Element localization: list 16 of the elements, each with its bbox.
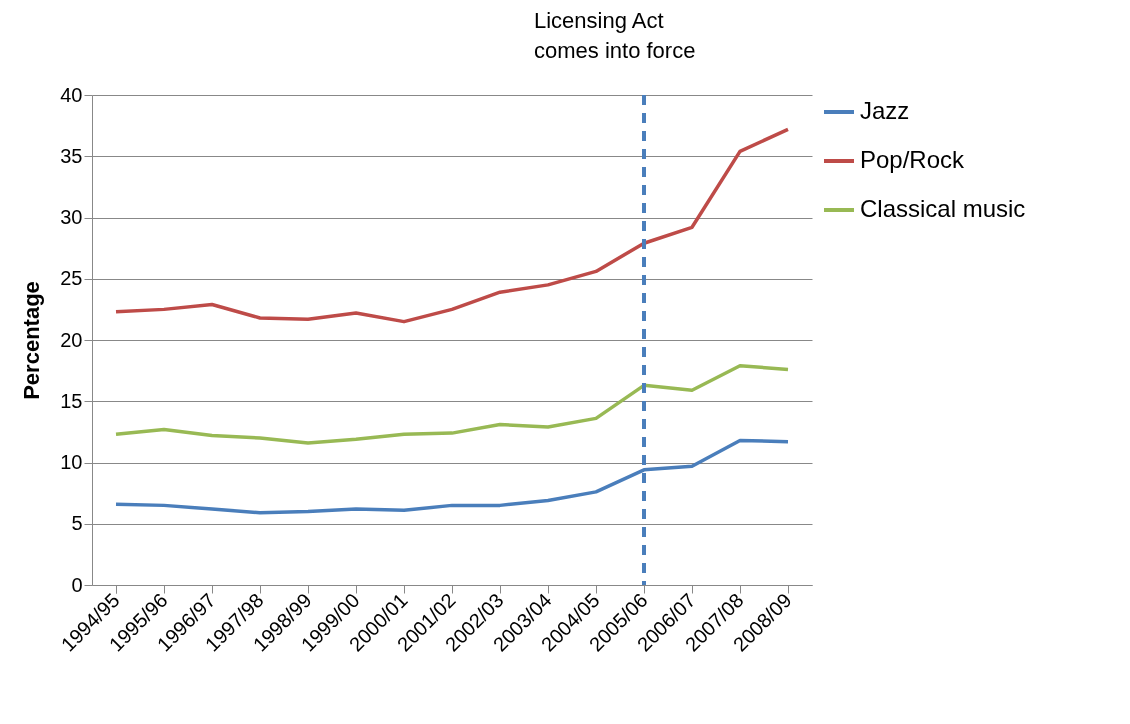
y-tick-label: 15 xyxy=(60,389,83,412)
y-tick-label: 40 xyxy=(60,83,83,106)
y-tick-label: 0 xyxy=(71,573,83,596)
line-series xyxy=(114,363,790,445)
ref-line-label: Licensing Act comes into force xyxy=(534,8,696,63)
y-tick-label: 30 xyxy=(60,206,83,228)
y-axis-title: Percentage xyxy=(19,281,45,400)
legend-label: Classical music xyxy=(860,195,1026,222)
legend-label: Jazz xyxy=(860,97,910,124)
legend-label: Pop/Rock xyxy=(860,146,966,173)
y-tick-label: 10 xyxy=(60,451,83,473)
y-tick-label: 25 xyxy=(60,267,83,290)
y-tick-label: 5 xyxy=(71,512,83,535)
y-tick-label: 35 xyxy=(60,144,83,167)
y-tick-label: 20 xyxy=(60,328,83,351)
line-series xyxy=(114,127,790,324)
